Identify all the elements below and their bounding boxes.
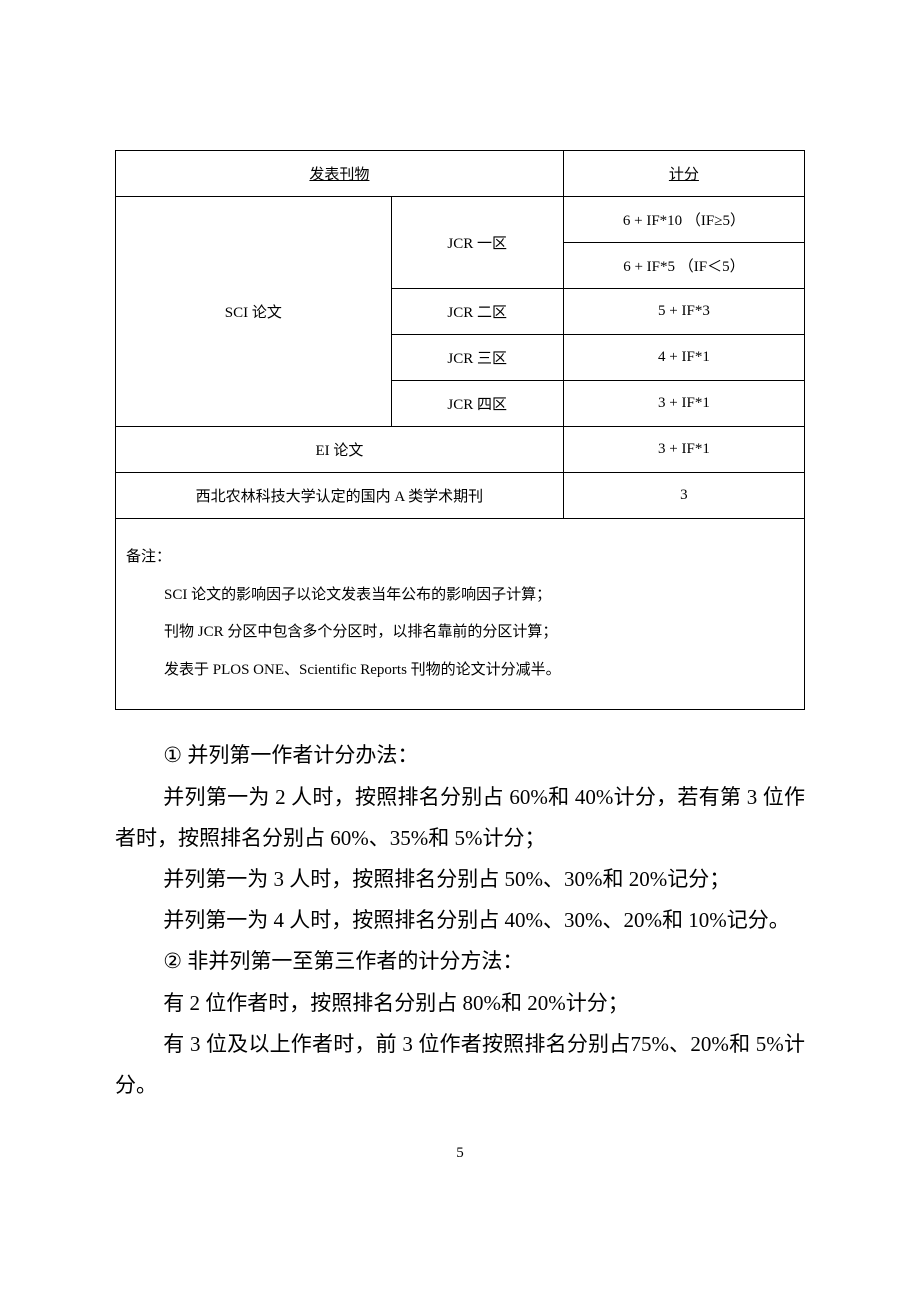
jcr4-score: 3 + IF*1: [563, 381, 804, 427]
jcr1-label: JCR 一区: [391, 197, 563, 289]
section-heading-1: ① 并列第一作者计分办法：: [115, 735, 805, 777]
jcr2-label: JCR 二区: [391, 289, 563, 335]
domestic-score: 3: [563, 473, 804, 519]
body-paragraph-3: 并列第一为 4 人时，按照排名分别占 40%、30%、20%和 10%记分。: [115, 900, 805, 941]
circled-number-1: ①: [163, 744, 182, 767]
body-paragraph-1: 并列第一为 2 人时，按照排名分别占 60%和 40%计分，若有第 3 位作者时…: [115, 777, 805, 859]
jcr3-score: 4 + IF*1: [563, 335, 804, 381]
body-paragraph-5: 有 3 位及以上作者时，前 3 位作者按照排名分别占75%、20%和 5%计分。: [115, 1024, 805, 1106]
table-row: EI 论文 3 + IF*1: [116, 427, 805, 473]
body-paragraph-2: 并列第一为 3 人时，按照排名分别占 50%、30%和 20%记分；: [115, 859, 805, 900]
table-header-row: 发表刊物 计分: [116, 151, 805, 197]
jcr1-score-b: 6 + IF*5 （IF＜5）: [563, 243, 804, 289]
table-row: 西北农林科技大学认定的国内 A 类学术期刊 3: [116, 473, 805, 519]
circled-number-2: ②: [163, 950, 182, 973]
body-paragraph-4: 有 2 位作者时，按照排名分别占 80%和 20%计分；: [115, 983, 805, 1024]
jcr4-label: JCR 四区: [391, 381, 563, 427]
jcr2-score: 5 + IF*3: [563, 289, 804, 335]
notes-title: 备注：: [126, 539, 784, 577]
notes-item-2: 刊物 JCR 分区中包含多个分区时，以排名靠前的分区计算；: [164, 614, 784, 652]
jcr1-score-a: 6 + IF*10 （IF≥5）: [563, 197, 804, 243]
header-score: 计分: [563, 151, 804, 197]
header-publication: 发表刊物: [116, 151, 564, 197]
notes-item-3: 发表于 PLOS ONE、Scientific Reports 刊物的论文计分减…: [164, 652, 784, 690]
jcr3-label: JCR 三区: [391, 335, 563, 381]
scoring-table: 发表刊物 计分 SCI 论文 JCR 一区 6 + IF*10 （IF≥5） 6…: [115, 150, 805, 519]
sci-label: SCI 论文: [116, 197, 392, 427]
ei-label: EI 论文: [116, 427, 564, 473]
section-heading-2: ② 非并列第一至第三作者的计分方法：: [115, 941, 805, 983]
notes-box: 备注： SCI 论文的影响因子以论文发表当年公布的影响因子计算； 刊物 JCR …: [115, 519, 805, 710]
body-content: ① 并列第一作者计分办法： 并列第一为 2 人时，按照排名分别占 60%和 40…: [115, 735, 805, 1105]
notes-item-1: SCI 论文的影响因子以论文发表当年公布的影响因子计算；: [164, 577, 784, 615]
page-number: 5: [115, 1145, 805, 1162]
ei-score: 3 + IF*1: [563, 427, 804, 473]
heading-2-text: 非并列第一至第三作者的计分方法：: [182, 949, 523, 973]
heading-1-text: 并列第一作者计分办法：: [182, 743, 418, 767]
table-row: SCI 论文 JCR 一区 6 + IF*10 （IF≥5）: [116, 197, 805, 243]
domestic-label: 西北农林科技大学认定的国内 A 类学术期刊: [116, 473, 564, 519]
